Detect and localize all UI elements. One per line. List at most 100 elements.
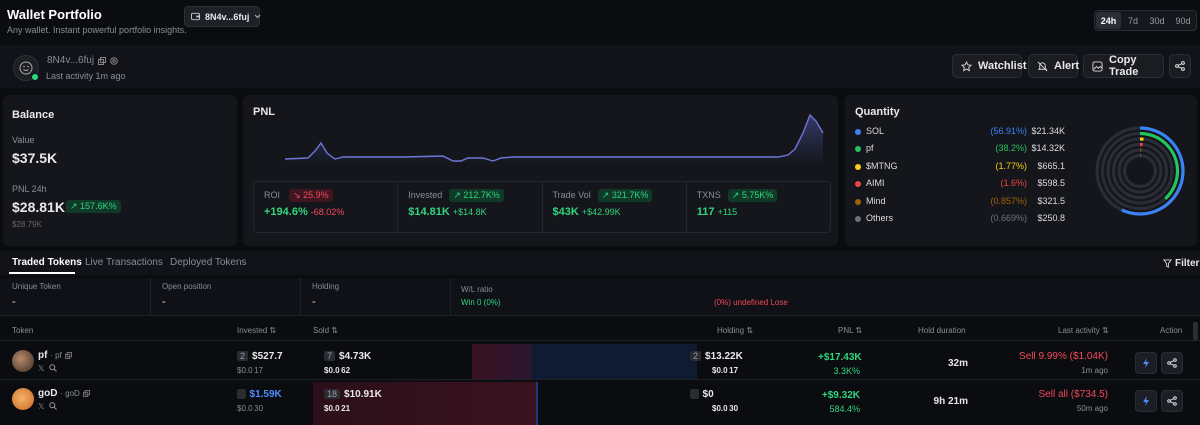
sold-cell: 18 $10.91K <box>324 389 382 400</box>
copy-icon[interactable] <box>64 351 72 359</box>
token-logo-god <box>12 388 34 410</box>
wallet-icon <box>191 12 200 21</box>
x-icon[interactable]: 𝕏 <box>38 364 45 373</box>
quantity-card: Quantity SOL (56.91%) $21.34K pf (38.2%) $14.… <box>845 95 1197 246</box>
stat-txns: TXNS ↗ 5.75K% 117 +115 <box>687 182 830 232</box>
page-subtitle: Any wallet. Instant powerful portfolio i… <box>7 25 187 35</box>
wl-ratio-label: W/L ratio <box>461 285 493 294</box>
timeframe-7d[interactable]: 7d <box>1127 15 1138 26</box>
legend-percent: (1.77%) <box>995 160 1027 171</box>
stat-invested: Invested ↗ 212.7K% $14.81K +$14.8K <box>398 182 543 232</box>
invested-value: $1.59K <box>249 389 282 400</box>
pnl-24h-label: PNL 24h <box>12 184 47 194</box>
col-pnl[interactable]: PNL ⇅ <box>838 326 863 335</box>
pnl-stats: ROI ↘ 25.9% +194.6% -68.02% Invested ↗ 2… <box>253 181 831 233</box>
sold-price: $0.0 21 <box>324 404 351 413</box>
tab-live-transactions[interactable]: Live Transactions <box>85 257 163 268</box>
scrollbar[interactable] <box>1193 322 1198 340</box>
last-activity-text: Sell 9.99% ($1.04K) <box>1019 351 1108 362</box>
col-sold[interactable]: Sold ⇅ <box>313 326 338 335</box>
active-tab-indicator <box>9 272 75 274</box>
col-last-activity[interactable]: Last activity ⇅ <box>1058 326 1109 335</box>
copy-trade-button[interactable]: Copy Trade <box>1083 54 1164 78</box>
copy-icon[interactable] <box>82 389 90 397</box>
quantity-legend-item: Mind (0.857%) $321.5 <box>855 196 1065 208</box>
pnl-percent: 3.3K% <box>833 366 860 376</box>
holding-count: 2 <box>690 351 702 361</box>
stat-roi-delta: -68.02% <box>310 207 345 217</box>
wallet-select[interactable]: 8N4v...6fuj <box>184 6 261 27</box>
unique-token-label: Unique Token <box>12 282 61 291</box>
table-row[interactable] <box>0 381 1200 425</box>
tab-deployed-tokens[interactable]: Deployed Tokens <box>170 257 247 268</box>
col-invested[interactable]: Invested ⇅ <box>237 326 277 335</box>
table-row[interactable] <box>0 343 1200 380</box>
hold-duration: 9h 21m <box>933 396 968 407</box>
share-icon <box>1167 396 1177 406</box>
alert-button[interactable]: Alert <box>1028 54 1079 78</box>
stat-txns-badge-value: 5.75K% <box>741 190 774 200</box>
row-share-button[interactable] <box>1161 352 1183 374</box>
quick-buy-button[interactable] <box>1135 390 1157 412</box>
pnl-percent: 584.4% <box>829 404 860 414</box>
stat-roi-badge-value: 25.9% <box>303 190 329 200</box>
legend-value: $250.8 <box>1037 213 1065 223</box>
sold-price: $0.0 62 <box>324 366 351 375</box>
quantity-legend-item: pf (38.2%) $14.32K <box>855 143 1065 155</box>
win-text: Win 0 (0%) <box>461 298 501 307</box>
pnl-value: +$17.43K <box>818 352 862 363</box>
sold-count: 7 <box>324 351 336 361</box>
balance-value: $37.5K <box>12 150 58 166</box>
quantity-title: Quantity <box>855 106 900 118</box>
legend-dot <box>855 198 861 205</box>
online-status-dot <box>31 73 39 81</box>
quick-buy-button[interactable] <box>1135 352 1157 374</box>
col-holding[interactable]: Holding ⇅ <box>717 326 754 335</box>
ring-arc-others <box>1122 153 1158 189</box>
watchlist-button[interactable]: Watchlist <box>952 54 1027 78</box>
open-position-value: - <box>162 296 166 308</box>
token-name: goD <box>38 388 58 399</box>
divider <box>450 278 451 316</box>
col-pnl-label: PNL <box>838 326 854 335</box>
invested-count <box>237 389 246 399</box>
sold-count: 18 <box>324 389 341 399</box>
token-name-row: pf · pf <box>38 350 72 361</box>
holding-price: $0.0 17 <box>712 366 739 375</box>
tabs-bar <box>0 251 1200 275</box>
col-token: Token <box>12 326 34 335</box>
quantity-ring-chart <box>1095 126 1185 216</box>
legend-dot <box>855 163 861 170</box>
copy-icon[interactable] <box>98 56 107 65</box>
legend-name: AIMI <box>866 178 885 189</box>
at-icon[interactable] <box>110 56 118 65</box>
divider <box>150 278 151 316</box>
timeframe-30d[interactable]: 30d <box>1149 15 1165 26</box>
col-holding-label: Holding <box>717 326 745 335</box>
legend-dot <box>855 216 861 222</box>
invested-count: 2 <box>237 351 249 361</box>
sold-bar <box>313 382 536 425</box>
holding-count <box>690 389 699 399</box>
legend-value: $14.32K <box>1031 143 1065 154</box>
holding-label: Holding <box>312 282 340 291</box>
stat-invested-badge-value: 212.7K% <box>463 190 500 200</box>
image-icon <box>1092 60 1103 72</box>
share-button[interactable] <box>1169 54 1191 78</box>
balance-card: Balance Value $37.5K PNL 24h $28.81K ↗ 1… <box>3 95 237 246</box>
pnl-24h-change: 157.6K% <box>80 201 117 211</box>
col-invested-label: Invested <box>237 326 268 335</box>
row-share-button[interactable] <box>1161 390 1183 412</box>
last-activity-time: 1m ago <box>1081 366 1108 375</box>
token-symbol: · pf <box>50 351 62 360</box>
search-icon[interactable] <box>49 364 58 373</box>
invested-cell: $1.59K <box>237 389 282 400</box>
x-icon[interactable]: 𝕏 <box>38 402 45 411</box>
timeframe-24h[interactable]: 24h <box>1096 12 1121 29</box>
search-icon[interactable] <box>49 402 58 411</box>
tab-traded-tokens[interactable]: Traded Tokens <box>12 257 82 268</box>
invested-cell: 2 $527.7 <box>237 351 283 362</box>
filter-button[interactable]: Filter <box>1163 258 1199 269</box>
timeframe-90d[interactable]: 90d <box>1175 15 1191 26</box>
stat-trade-vol-badge-value: 321.7K% <box>611 190 649 200</box>
